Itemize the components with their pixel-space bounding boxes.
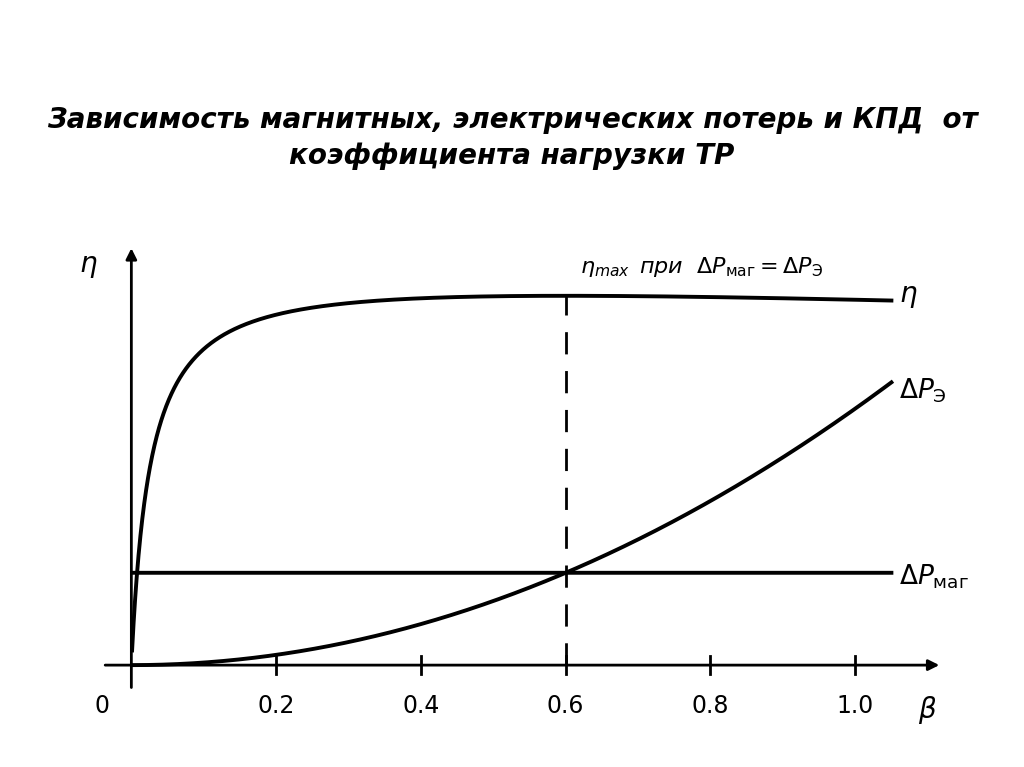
Text: $\eta_{max}$$\,$ при  $\Delta P_{\mathsf{маг}}$$=\Delta P_{\mathsf{Э}}$: $\eta_{max}$$\,$ при $\Delta P_{\mathsf{… [581,255,823,279]
Text: 1.0: 1.0 [837,694,873,719]
Text: 0.8: 0.8 [691,694,729,719]
Text: $\Delta P_{\mathsf{Э}}$: $\Delta P_{\mathsf{Э}}$ [899,377,946,405]
Text: Зависимость магнитных, электрических потерь и КПД  от
коэффициента нагрузки ТР: Зависимость магнитных, электрических пот… [47,106,977,170]
Text: $\Delta P_{\mathsf{маг}}$: $\Delta P_{\mathsf{маг}}$ [899,563,969,591]
Text: 0.4: 0.4 [402,694,439,719]
Text: 0: 0 [95,694,110,719]
Text: 0.6: 0.6 [547,694,585,719]
Text: $\eta$: $\eta$ [899,282,918,311]
Text: $\eta$: $\eta$ [79,252,97,281]
Text: 0.2: 0.2 [257,694,295,719]
Text: $\beta$: $\beta$ [919,694,937,726]
